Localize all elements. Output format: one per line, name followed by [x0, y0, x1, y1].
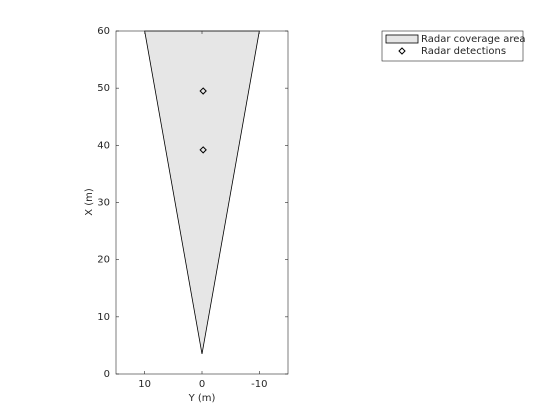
y-tick-label: 10	[97, 312, 110, 323]
detection-marker	[199, 146, 207, 154]
detection-marker	[199, 87, 207, 95]
x-axis-label: Y (m)	[188, 393, 216, 404]
legend-marker	[398, 47, 406, 55]
y-axis-label: X (m)	[84, 188, 95, 216]
x-tick-label: -10	[251, 379, 267, 390]
y-tick-label: 20	[97, 255, 110, 266]
x-tick-label: 10	[138, 379, 151, 390]
y-tick-label: 30	[97, 198, 110, 209]
legend-label: Radar detections	[421, 46, 506, 57]
y-tick-label: 40	[97, 140, 110, 151]
y-tick-label: 60	[97, 26, 110, 37]
x-tick-label: 0	[199, 379, 205, 390]
y-tick-label: 0	[104, 369, 110, 380]
legend-swatch	[385, 34, 419, 44]
legend-label: Radar coverage area	[421, 34, 526, 45]
y-tick-label: 50	[97, 83, 110, 94]
